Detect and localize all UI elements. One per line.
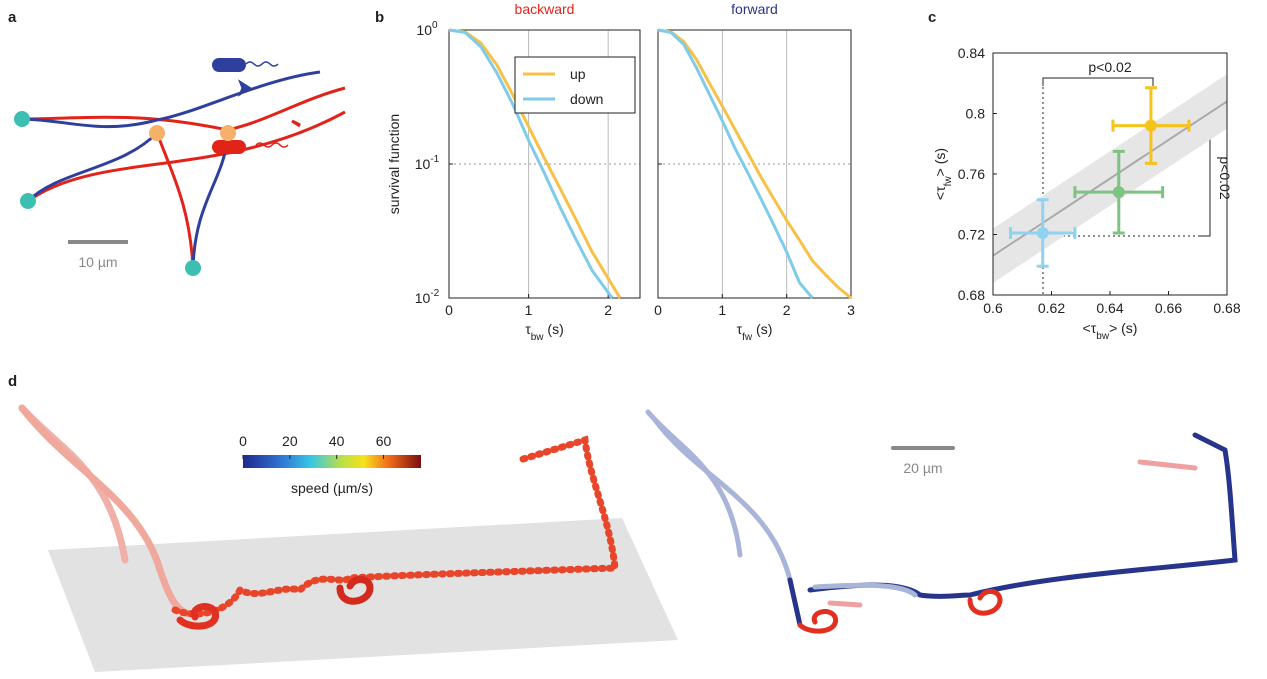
y-tick-label: 0.8 xyxy=(966,106,986,122)
x-tick-label: 0.66 xyxy=(1155,300,1182,316)
x-tick-label: 2 xyxy=(604,302,612,318)
y-axis-label-part: fw xyxy=(943,176,954,187)
point xyxy=(1144,119,1157,132)
plot-frame xyxy=(657,29,852,299)
x-tick-label: 3 xyxy=(847,302,855,318)
y-axis-label: <τfw> (s) xyxy=(932,148,954,200)
series-line xyxy=(448,28,622,299)
panel-label: c xyxy=(928,9,936,26)
y-axis-label: survival function xyxy=(386,114,402,214)
panel-d-tracks xyxy=(18,404,1238,672)
annotation: p<0.02 xyxy=(1088,59,1131,75)
y-tick-label: 10-1 xyxy=(415,154,440,172)
x-tick-label: 2 xyxy=(783,302,791,318)
x-axis-label-part: bw xyxy=(531,332,545,343)
x-axis-label-part: τ xyxy=(525,321,531,337)
y-tick-label: 10-2 xyxy=(415,288,440,306)
colorbar-tick-label: 20 xyxy=(282,433,298,449)
y-tick-label-exp: -2 xyxy=(430,288,439,299)
x-axis-label-part: bw xyxy=(1096,331,1110,342)
series-line xyxy=(448,28,614,299)
colorbar-label: speed (µm/s) xyxy=(291,480,373,496)
legend-label: down xyxy=(570,91,603,107)
colorbar xyxy=(243,455,421,468)
x-axis-label-part: fw xyxy=(742,332,753,343)
y-tick-label-base: 10 xyxy=(415,156,431,172)
x-tick-label: 0 xyxy=(445,302,453,318)
x-tick-label: 0.6 xyxy=(983,300,1003,316)
x-axis-label-part: τ xyxy=(737,321,743,337)
x-axis-label-part: (s) xyxy=(544,321,564,337)
x-tick-label: 0 xyxy=(654,302,662,318)
y-tick-label-base: 10 xyxy=(415,290,431,306)
y-tick-label: 0.84 xyxy=(958,45,985,61)
legend-box xyxy=(514,56,636,114)
scale-label: 10 µm xyxy=(78,254,117,270)
annotation: p<0.02 xyxy=(1217,156,1233,199)
colorbar-tick-label: 0 xyxy=(239,433,247,449)
x-axis-label-part: > (s) xyxy=(1109,320,1137,336)
y-axis-label-part: > (s) xyxy=(932,148,948,176)
y-tick-label-exp: 0 xyxy=(432,20,438,31)
x-axis-label: <τbw> (s) xyxy=(1083,320,1138,342)
x-tick-label: 1 xyxy=(718,302,726,318)
plot-frame xyxy=(992,52,1228,296)
colorbar-tick-label: 40 xyxy=(329,433,345,449)
panel-a-diagram xyxy=(14,58,346,276)
x-axis-label: τbw (s) xyxy=(525,321,564,343)
x-axis-label: τfw (s) xyxy=(737,321,773,343)
plot-frame xyxy=(448,29,641,299)
point xyxy=(1112,186,1125,199)
x-tick-label: 1 xyxy=(525,302,533,318)
colorbar-tick-label: 60 xyxy=(376,433,392,449)
point xyxy=(1036,226,1049,239)
y-tick-label: 0.72 xyxy=(958,227,985,243)
x-tick-label: 0.68 xyxy=(1213,300,1240,316)
x-tick-label: 0.64 xyxy=(1096,300,1123,316)
chart-title: backward xyxy=(515,1,575,17)
x-axis-label-part: (s) xyxy=(752,321,772,337)
legend-label: up xyxy=(570,66,586,82)
y-tick-label: 0.68 xyxy=(958,287,985,303)
panel-label: b xyxy=(375,9,384,26)
y-tick-label: 0.76 xyxy=(958,166,985,182)
panel-label: a xyxy=(8,9,17,26)
series-line xyxy=(657,28,814,299)
chart-title: forward xyxy=(731,1,778,17)
y-tick-label-exp: -1 xyxy=(430,154,439,165)
x-tick-label: 0.62 xyxy=(1038,300,1065,316)
y-tick-label-base: 10 xyxy=(416,22,432,38)
x-axis-label-part: <τ xyxy=(1083,320,1097,336)
panel-label: d xyxy=(8,373,17,390)
y-tick-label: 100 xyxy=(416,20,438,38)
y-axis-label-part: <τ xyxy=(932,186,948,200)
series-line xyxy=(657,28,852,300)
scale-label: 20 µm xyxy=(903,460,942,476)
